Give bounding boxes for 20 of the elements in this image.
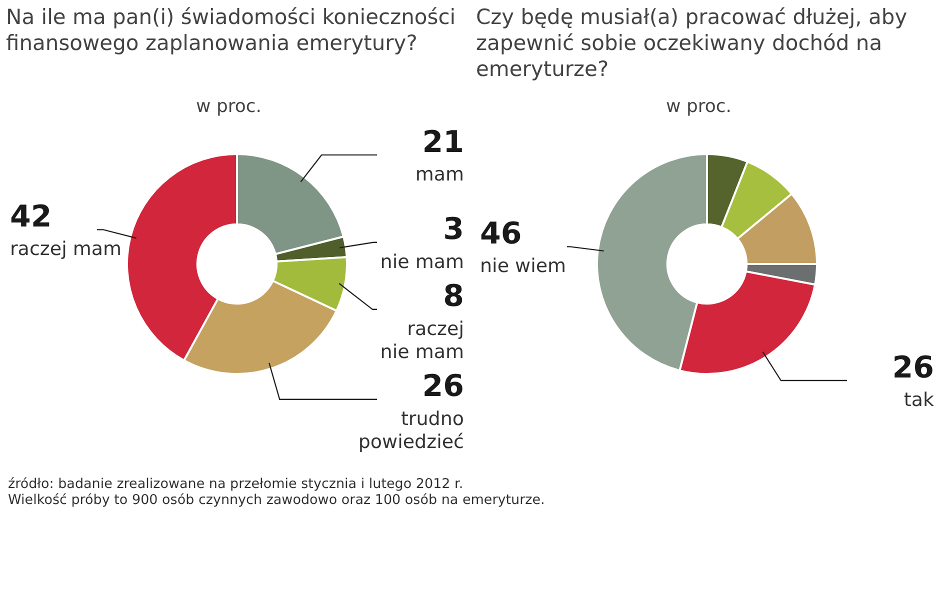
slice-label: nie mam <box>380 250 464 273</box>
slice-label: tak <box>904 388 934 411</box>
data-label: 26 <box>422 369 464 404</box>
text: Wielkość próby to 900 osób czynnych zawodowo oraz 100 osób na emeryturze. <box>8 492 546 508</box>
chart-title: Czy będę musiał(a) pracować dłużej, aby zapewnić sobie oczekiwany dochód na emeryturze? <box>476 4 908 83</box>
data-label: 46 <box>480 216 522 252</box>
data-label: 3 <box>443 212 464 248</box>
data-label: 42 <box>10 199 52 234</box>
slice-label: mam <box>415 163 464 186</box>
chart-subtitle: w proc. <box>666 96 732 117</box>
slice-label: trudno powiedzieć <box>358 408 464 453</box>
chart-title: Na ile ma pan(i) świadomości konieczności finansowego zaplanowania emerytury? <box>6 4 457 57</box>
text: źródło: badanie zrealizowane na przełomie stycznia i lutego 2012 r. <box>8 476 464 492</box>
slice-label: nie wiem <box>480 255 566 278</box>
data-label: 26 <box>892 350 934 386</box>
slice-label: raczej nie mam <box>380 318 464 363</box>
data-label: 8 <box>443 279 464 314</box>
data-label: 21 <box>422 124 464 160</box>
chart-subtitle: w proc. <box>196 96 262 117</box>
slice-label: raczej mam <box>10 238 122 260</box>
